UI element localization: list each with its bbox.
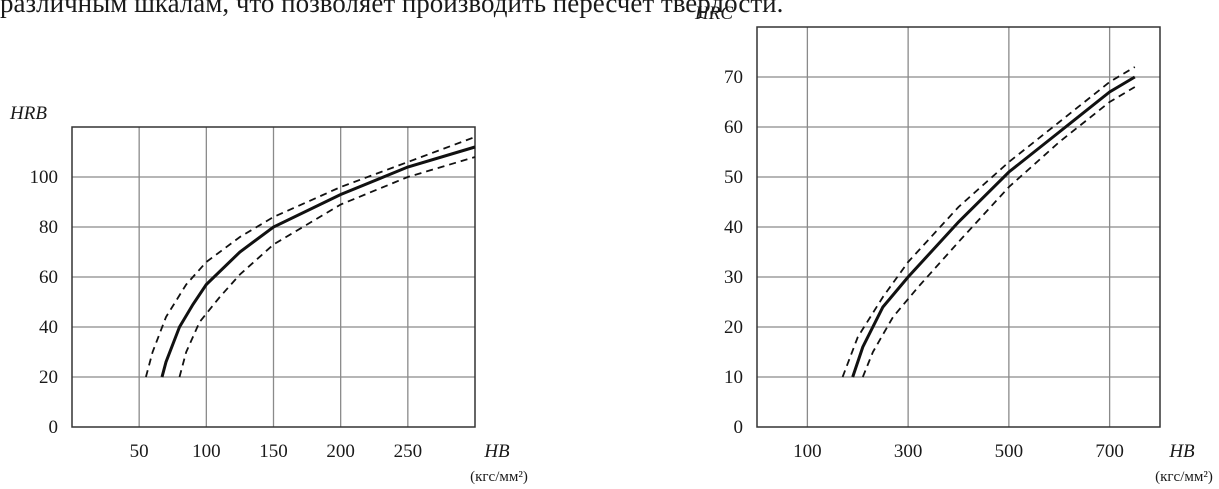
y-tick-label: 20 (724, 317, 743, 338)
y-tick-label: 20 (39, 367, 58, 388)
x-tick-label: 500 (995, 441, 1024, 462)
x-tick-label: 700 (1095, 441, 1124, 462)
x-tick-label: 250 (394, 441, 423, 462)
x-axis-unit: (кгс/мм²) (470, 469, 528, 485)
plot-frame (71, 126, 476, 428)
x-tick-label: 150 (259, 441, 288, 462)
y-tick-label: 50 (724, 167, 743, 188)
y-tick-label: 10 (724, 367, 743, 388)
x-tick-label: 100 (793, 441, 822, 462)
y-tick-label: 0 (49, 417, 59, 438)
x-axis-label: HB (483, 441, 510, 462)
x-axis-label: HB (1168, 441, 1195, 462)
series-line-dashed (841, 66, 1136, 378)
series-line-solid (851, 75, 1136, 378)
y-tick-label: 100 (30, 167, 59, 188)
y-tick-label: 60 (39, 267, 58, 288)
series-line-solid (160, 145, 476, 378)
y-tick-label: 70 (724, 67, 743, 88)
series-line-dashed (178, 156, 476, 378)
y-tick-label: 30 (724, 267, 743, 288)
y-axis-label: HRB (9, 103, 47, 124)
y-tick-label: 80 (39, 217, 58, 238)
x-tick-label: 300 (894, 441, 923, 462)
y-tick-label: 60 (724, 117, 743, 138)
x-tick-label: 50 (130, 441, 149, 462)
plot-frame (756, 26, 1161, 428)
body-text-line: различным шкалам, что позволяет производ… (0, 0, 784, 18)
x-tick-label: 200 (326, 441, 355, 462)
y-axis-label: HRC (694, 3, 733, 24)
y-tick-label: 0 (734, 417, 744, 438)
x-tick-label: 100 (192, 441, 221, 462)
hrb-hb-chart: 50 100 150 200 250 0 20 40 60 80 100 HRB HB (кгс/мм²) (9, 103, 528, 485)
series-line-dashed (861, 86, 1136, 378)
x-axis-unit: (кгс/мм²) (1155, 469, 1213, 485)
y-tick-label: 40 (39, 317, 58, 338)
y-tick-label: 40 (724, 217, 743, 238)
